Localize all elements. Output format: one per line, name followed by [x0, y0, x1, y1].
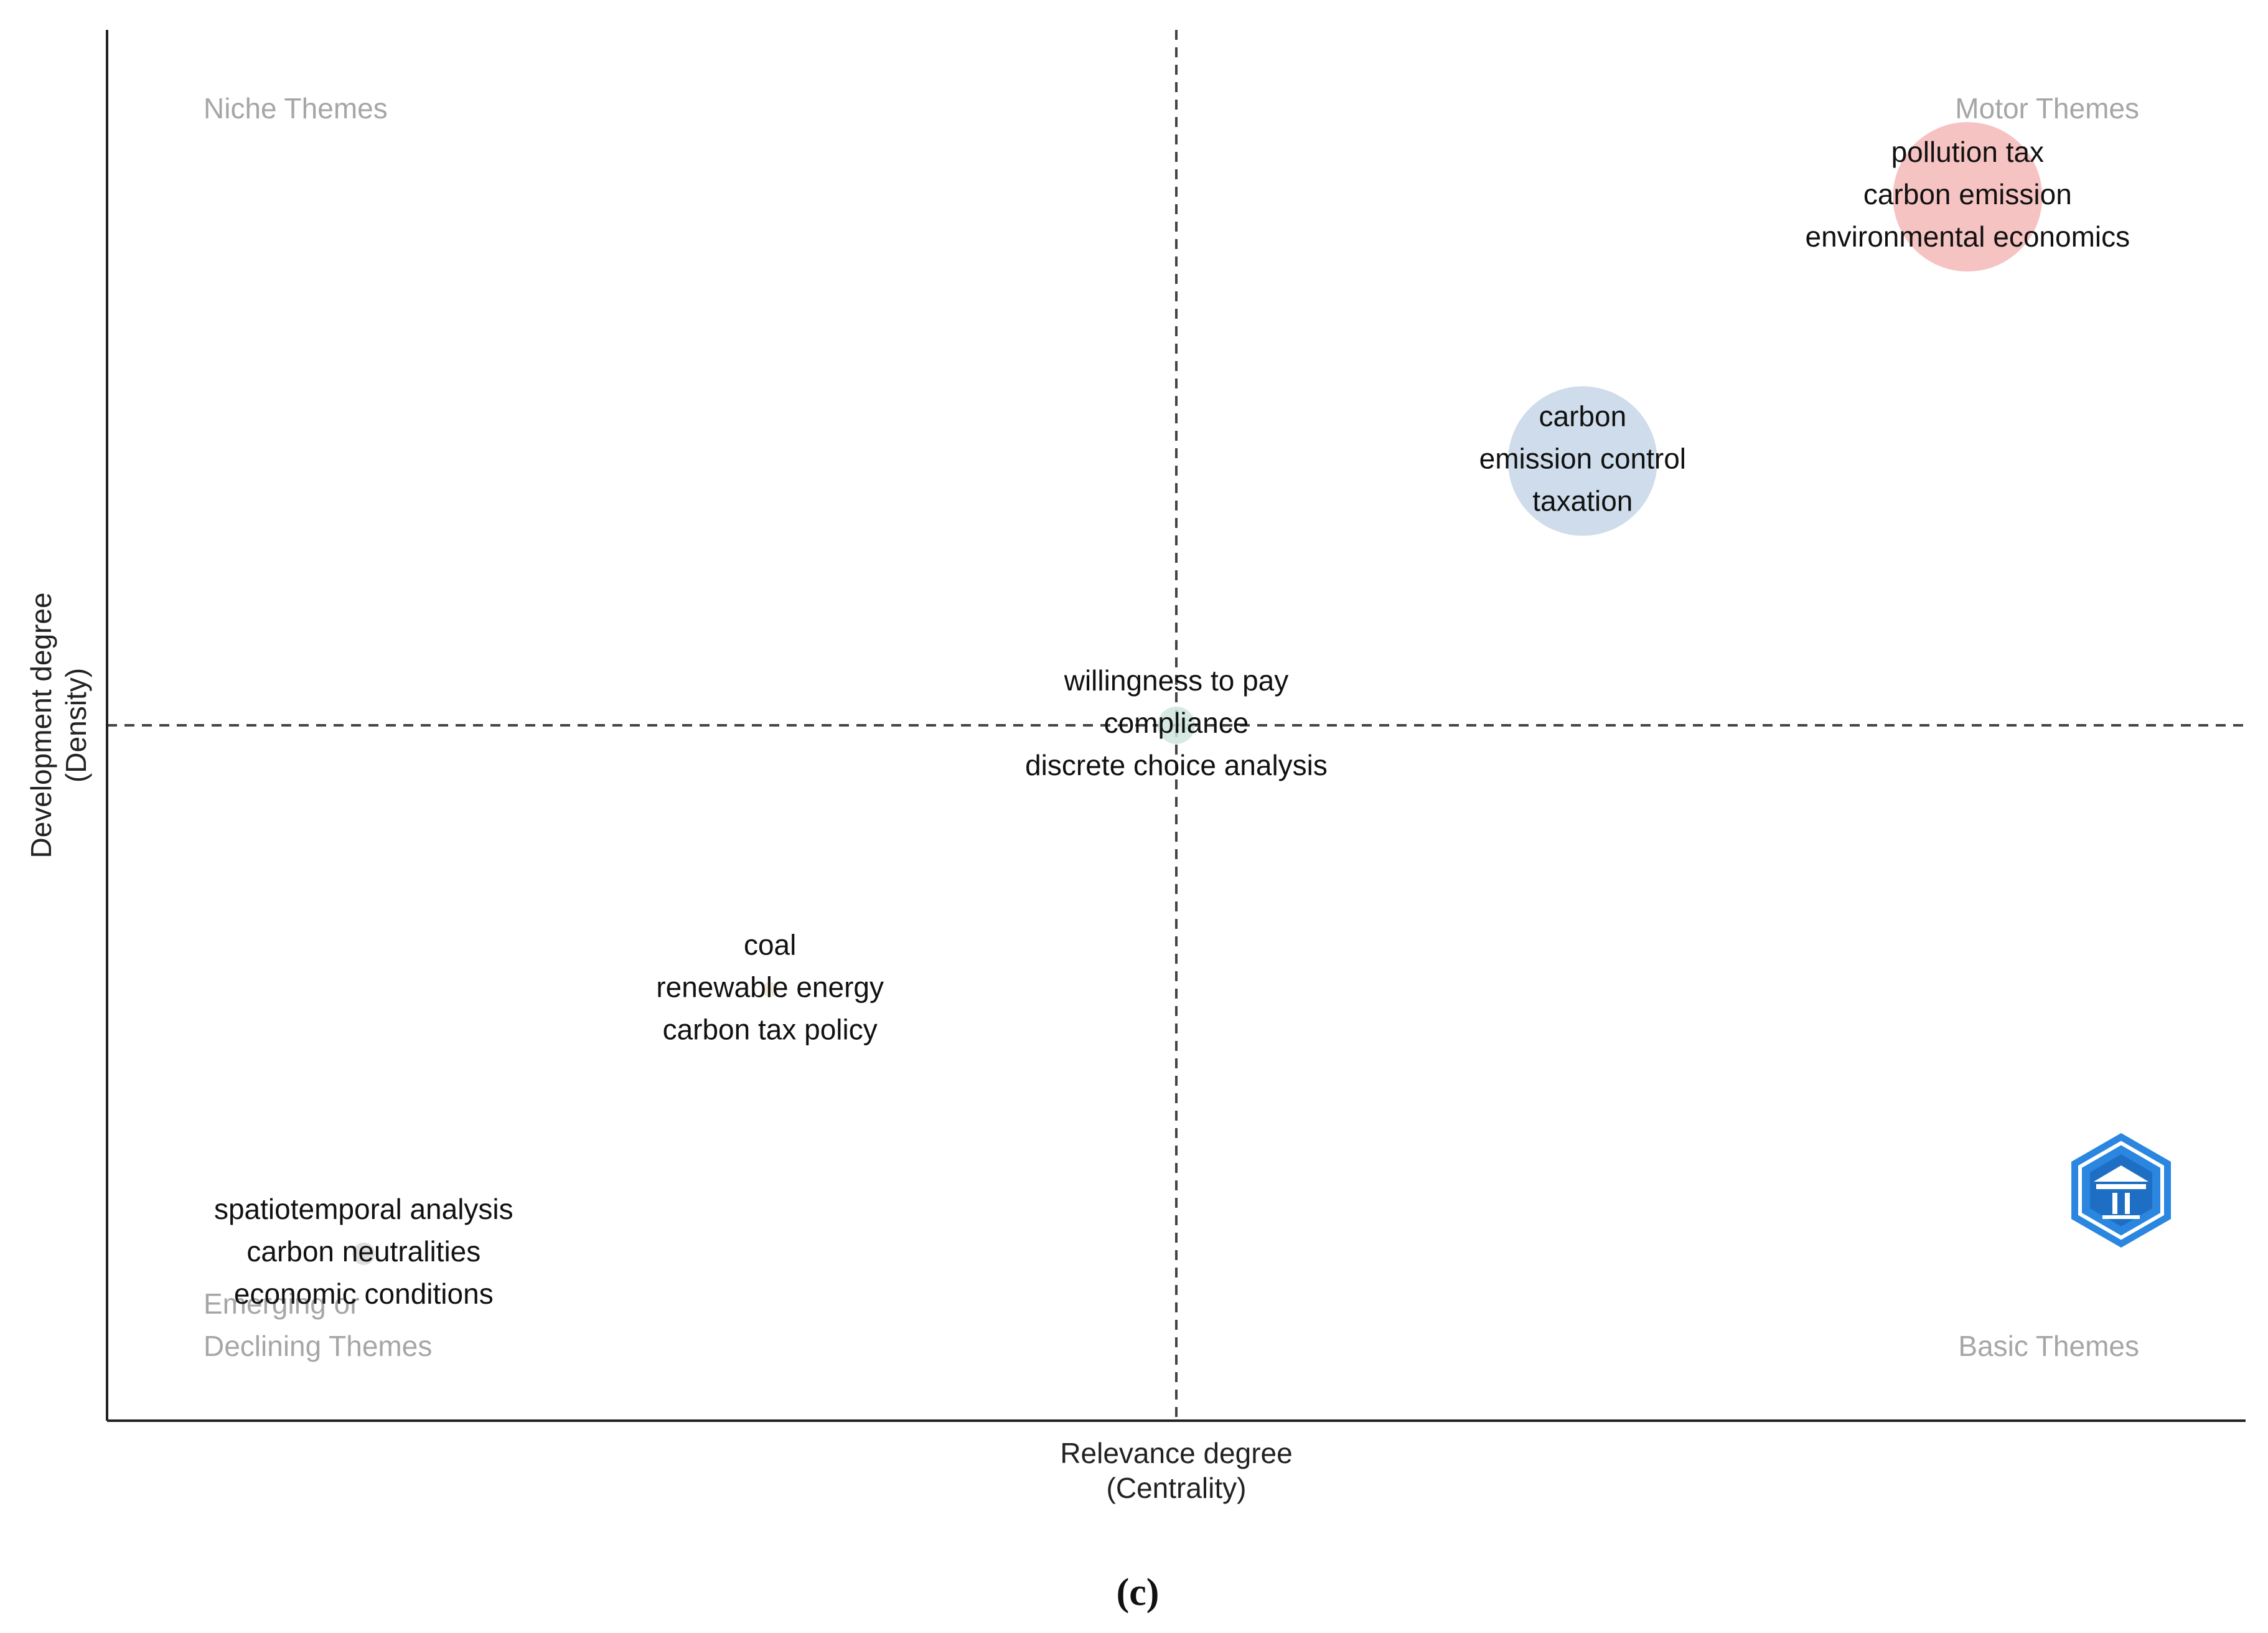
quadrant-label-niche: Niche Themes: [204, 92, 388, 125]
figure-caption: (c): [1117, 1571, 1160, 1614]
x-axis-subtitle: (Centrality): [1107, 1472, 1247, 1504]
cluster-label-willingness: discrete choice analysis: [1025, 749, 1328, 781]
cluster-label-willingness: willingness to pay: [1064, 664, 1289, 697]
cluster-label-pollution-tax: pollution tax: [1891, 136, 2045, 168]
cluster-label-willingness: compliance: [1104, 707, 1249, 739]
cluster-label-carbon: taxation: [1532, 485, 1633, 517]
y-axis-subtitle: (Density): [60, 668, 92, 783]
cluster-label-pollution-tax: environmental economics: [1806, 220, 2130, 253]
cluster-label-pollution-tax: carbon emission: [1863, 178, 2072, 210]
y-axis-title-group: Development degree (Density): [25, 592, 92, 858]
cluster-label-carbon: carbon: [1539, 400, 1627, 433]
quadrant-label-motor: Motor Themes: [1955, 92, 2139, 125]
cluster-bubble-spatiotemporal: [352, 1242, 375, 1265]
quadrant-label-basic: Basic Themes: [1958, 1330, 2139, 1362]
cluster-label-coal: renewable energy: [656, 971, 884, 1004]
cluster-label-spatiotemporal: economic conditions: [234, 1278, 494, 1310]
cluster-label-coal: carbon tax policy: [663, 1014, 878, 1046]
x-axis-title: Relevance degree: [1060, 1437, 1292, 1469]
quadrant-label-emerging: Declining Themes: [204, 1330, 432, 1362]
y-axis-title: Development degree: [25, 592, 57, 858]
cluster-bubble-pollution-tax: [1893, 122, 2043, 272]
cluster-bubble-carbon: [1507, 386, 1657, 536]
cluster-label-coal: coal: [744, 929, 796, 961]
cluster-label-carbon: emission control: [1479, 443, 1686, 475]
cluster-bubble-willingness: [1158, 707, 1195, 744]
quadrant-label-emerging: Emerging or: [204, 1287, 360, 1320]
cluster-label-spatiotemporal: carbon neutralities: [246, 1235, 480, 1268]
cluster-bubble-coal: [762, 982, 778, 997]
hexagon-logo-icon: [2071, 1133, 2171, 1248]
cluster-label-spatiotemporal: spatiotemporal analysis: [214, 1193, 513, 1225]
